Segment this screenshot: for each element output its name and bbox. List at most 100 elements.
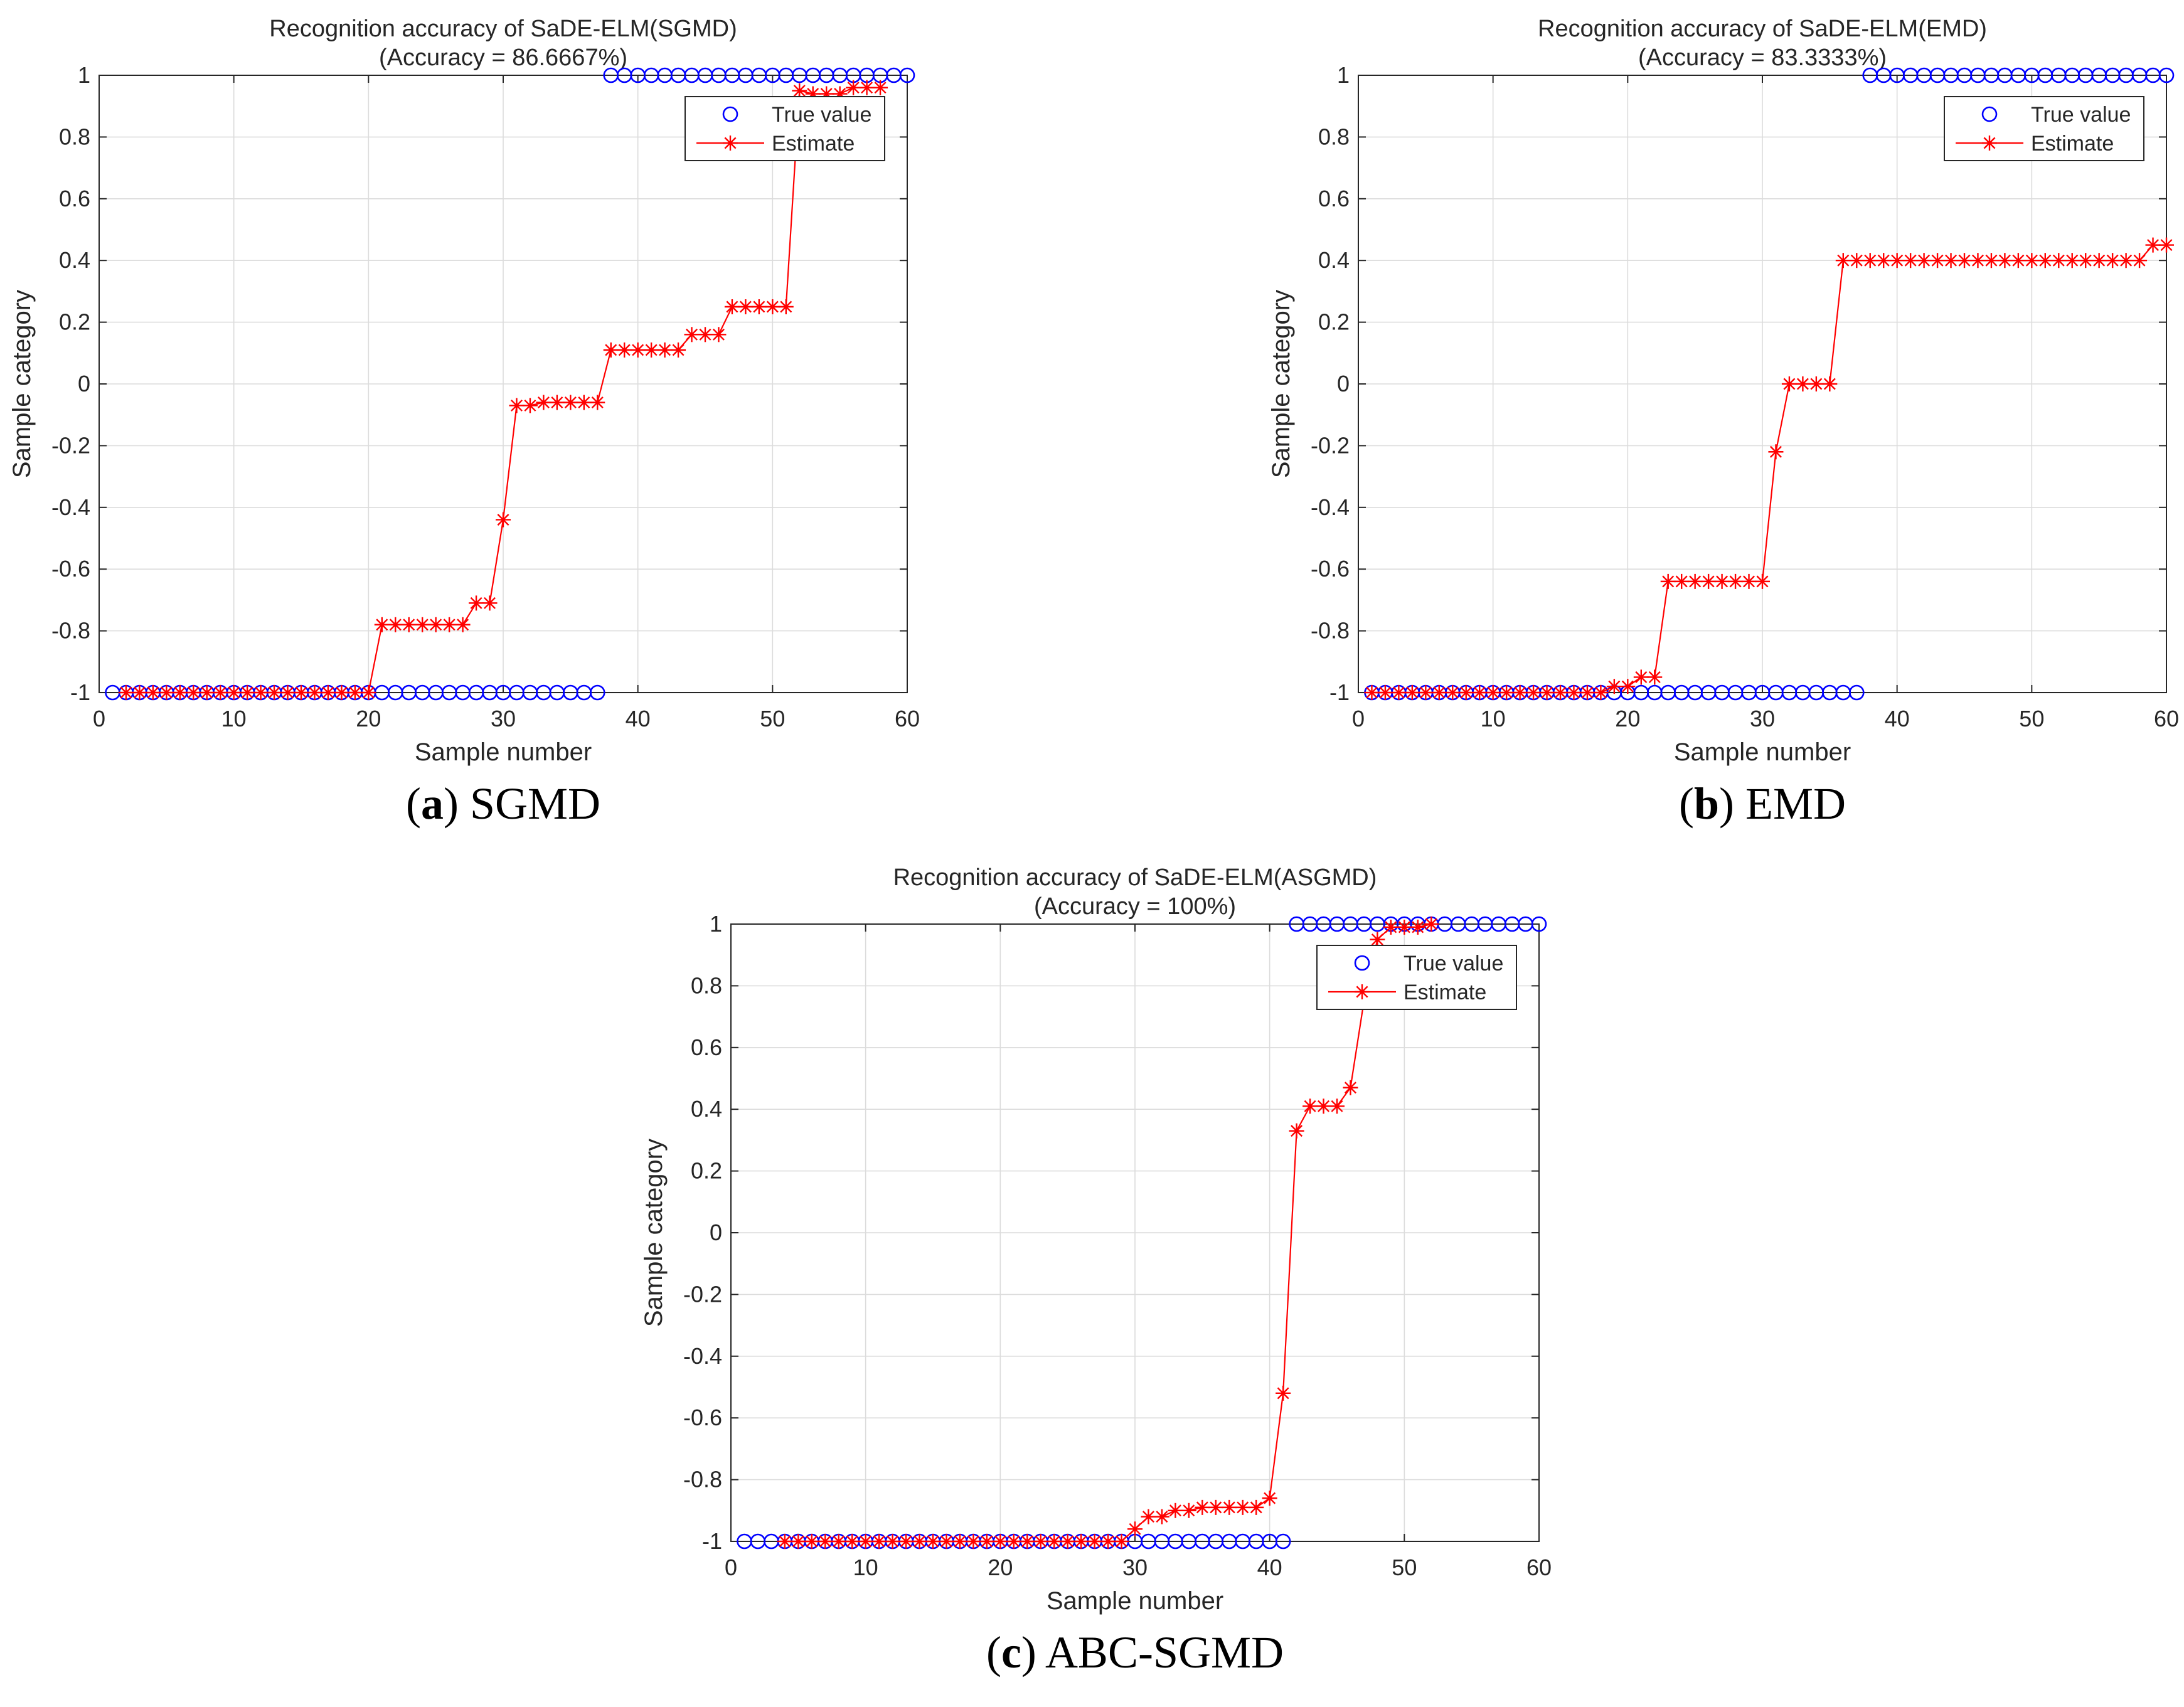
estimate-point: [226, 685, 242, 700]
chart-title: Recognition accuracy of SaDE-ELM(SGMD): [269, 16, 737, 42]
estimate-point: [1073, 1534, 1089, 1549]
estimate-point: [1849, 253, 1865, 269]
caption-letter: a: [421, 779, 444, 829]
estimate-point: [751, 299, 767, 314]
x-tick-label: 40: [1257, 1555, 1282, 1580]
y-tick-label: 0.2: [691, 1158, 722, 1184]
estimate-point: [912, 1534, 927, 1549]
legend: True value Estimate: [1944, 96, 2144, 161]
y-tick-label: -0.8: [683, 1467, 722, 1492]
legend-entry-true-value: True value: [772, 103, 871, 127]
estimate-point: [1087, 1534, 1102, 1549]
true-value-point: [1275, 1533, 1291, 1550]
estimate-point: [2091, 253, 2107, 269]
y-tick-label: -0.6: [1311, 556, 1350, 582]
estimate-point: [1755, 573, 1770, 589]
estimate-point: [522, 398, 538, 413]
x-tick-label: 30: [1750, 706, 1775, 731]
estimate-point: [388, 617, 403, 632]
estimate-point: [738, 299, 754, 314]
estimate-point: [846, 80, 861, 95]
estimate-point: [1889, 253, 1905, 269]
estimate-point: [1903, 253, 1919, 269]
series-estimate: [777, 917, 1439, 1549]
estimate-point: [347, 685, 363, 700]
x-tick-label: 30: [1122, 1555, 1148, 1580]
caption: (b) EMD: [1679, 779, 1846, 829]
y-tick-label: 0.8: [691, 972, 722, 998]
estimate-point: [2010, 253, 2026, 269]
estimate-point: [1249, 1499, 1264, 1515]
estimate-point: [1141, 1509, 1156, 1524]
x-axis-label: Sample number: [1674, 738, 1851, 766]
estimate-point: [1431, 685, 1447, 700]
estimate-point: [859, 80, 875, 95]
estimate-point: [442, 617, 457, 632]
estimate-point: [1539, 685, 1555, 700]
estimate-point: [1391, 685, 1407, 700]
true-value-point: [1848, 684, 1865, 701]
estimate-point: [253, 685, 269, 700]
y-tick-label: -0.6: [683, 1405, 722, 1430]
estimate-point: [1876, 253, 1892, 269]
estimate-point: [671, 342, 686, 358]
y-tick-label: 0: [710, 1220, 722, 1245]
estimate-point: [1930, 253, 1946, 269]
estimate-point: [1222, 1499, 1237, 1515]
estimate-point: [1033, 1534, 1048, 1549]
caption-letter: b: [1694, 779, 1719, 829]
estimate-point: [469, 595, 484, 611]
x-tick-label: 50: [2019, 706, 2044, 731]
estimate-point: [2132, 253, 2148, 269]
y-tick-label: 0.4: [691, 1096, 722, 1122]
x-tick-label: 60: [895, 706, 920, 731]
estimate-point: [199, 685, 215, 700]
y-tick-label: -0.4: [51, 494, 90, 520]
estimate-point: [804, 1534, 819, 1549]
estimate-point: [563, 395, 578, 410]
estimate-point: [844, 1534, 860, 1549]
estimate-point: [2159, 237, 2174, 253]
x-tick-label: 0: [93, 706, 105, 731]
estimate-point: [1997, 253, 2013, 269]
x-tick-label: 10: [853, 1555, 878, 1580]
estimate-point: [1047, 1534, 1062, 1549]
caption: (a) SGMD: [406, 779, 600, 829]
legend-entry-estimate: Estimate: [2031, 132, 2114, 156]
estimate-point: [1606, 679, 1622, 694]
estimate-point: [724, 299, 740, 314]
estimate-point: [1168, 1502, 1183, 1518]
y-tick-label: 0.8: [1318, 124, 1350, 149]
estimate-point: [590, 395, 605, 410]
x-tick-label: 50: [760, 706, 785, 731]
estimate-point: [415, 617, 430, 632]
x-tick-label: 60: [1526, 1555, 1552, 1580]
estimate-point: [2145, 237, 2161, 253]
estimate-point: [1100, 1534, 1116, 1549]
caption: (c) ABC-SGMD: [986, 1627, 1284, 1678]
estimate-point: [1957, 253, 1972, 269]
estimate-point: [1472, 685, 1488, 700]
legend-box: [1316, 945, 1517, 1010]
estimate-point: [1195, 1499, 1210, 1515]
estimate-point: [603, 342, 619, 358]
true-value-point: [589, 684, 605, 701]
estimate-point: [1808, 376, 1824, 391]
estimate-point: [684, 327, 700, 343]
estimate-point: [1364, 685, 1380, 700]
estimate-point: [1316, 1098, 1331, 1114]
true-value-point: [1531, 916, 1547, 932]
legend-estimate-icon: [723, 136, 738, 151]
estimate-point: [213, 685, 228, 700]
estimate-point: [1383, 919, 1398, 935]
estimate-point: [280, 685, 296, 700]
estimate-point: [1526, 685, 1542, 700]
true-value-point: [2158, 67, 2175, 83]
estimate-point: [657, 342, 673, 358]
estimate-point: [617, 342, 632, 358]
true-value-point: [899, 67, 915, 83]
x-axis-label: Sample number: [415, 738, 592, 766]
caption-text: EMD: [1745, 779, 1846, 829]
y-tick-label: 0.2: [59, 309, 90, 335]
